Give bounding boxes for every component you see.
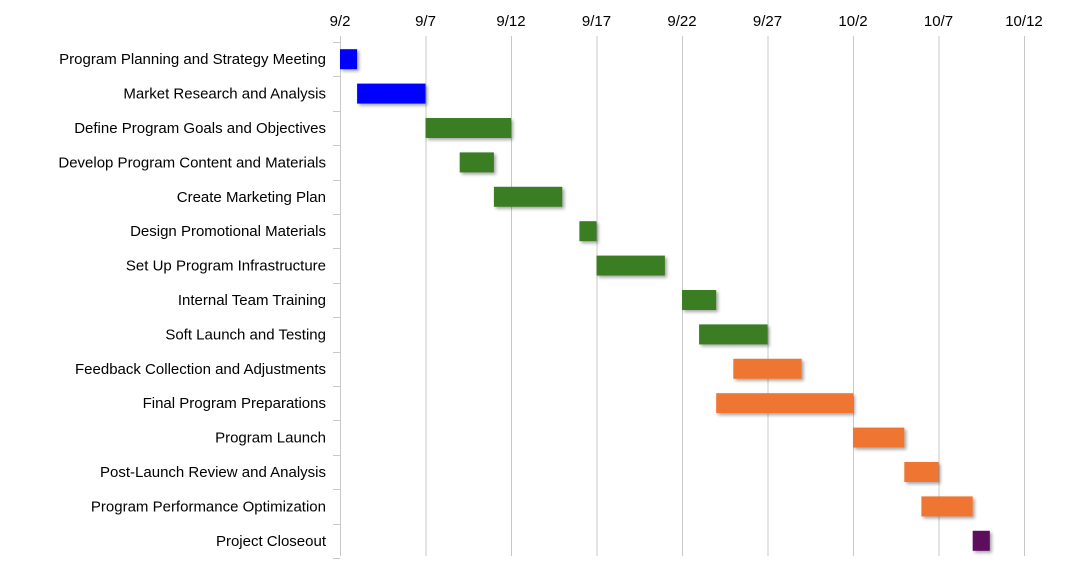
task-label: Define Program Goals and Objectives bbox=[74, 120, 326, 137]
x-tick-label: 10/2 bbox=[838, 13, 867, 30]
task-bar bbox=[716, 393, 853, 414]
task-label: Final Program Preparations bbox=[143, 395, 326, 412]
task-bar bbox=[733, 358, 802, 379]
task-bar bbox=[921, 496, 973, 517]
task-bar bbox=[357, 83, 426, 104]
task-bar bbox=[340, 49, 358, 70]
x-tick-label: 9/17 bbox=[582, 13, 611, 30]
task-label: Post-Launch Review and Analysis bbox=[100, 464, 326, 481]
x-tick-label: 10/12 bbox=[1005, 13, 1043, 30]
x-tick-label: 10/7 bbox=[924, 13, 953, 30]
task-bar bbox=[853, 427, 905, 448]
task-label: Set Up Program Infrastructure bbox=[126, 258, 326, 275]
task-bar bbox=[579, 221, 597, 242]
task-label: Soft Launch and Testing bbox=[165, 326, 326, 343]
task-bar bbox=[596, 255, 665, 276]
task-label: Program Performance Optimization bbox=[91, 498, 326, 515]
task-label: Create Marketing Plan bbox=[177, 189, 326, 206]
task-label: Program Launch bbox=[215, 430, 326, 447]
task-label: Internal Team Training bbox=[178, 292, 326, 309]
task-label: Design Promotional Materials bbox=[130, 223, 326, 240]
x-tick-label: 9/7 bbox=[415, 13, 436, 30]
task-label: Project Closeout bbox=[216, 533, 327, 550]
task-label: Feedback Collection and Adjustments bbox=[75, 361, 326, 378]
x-tick-label: 9/22 bbox=[667, 13, 696, 30]
x-tick-label: 9/2 bbox=[330, 13, 351, 30]
task-bar bbox=[904, 462, 939, 482]
row-separators bbox=[333, 36, 341, 559]
task-bar bbox=[972, 530, 990, 551]
task-bar bbox=[682, 290, 717, 310]
x-tick-label: 9/12 bbox=[496, 13, 525, 30]
task-label: Program Planning and Strategy Meeting bbox=[59, 51, 326, 68]
x-axis-tick-labels: 9/2 9/7 9/12 9/17 9/22 9/27 10/2 10/7 10/12 bbox=[330, 13, 1043, 30]
task-bar bbox=[493, 186, 563, 207]
task-bar bbox=[425, 118, 511, 138]
task-label: Market Research and Analysis bbox=[123, 86, 326, 103]
task-labels: Program Planning and Strategy Meeting Mar… bbox=[58, 51, 326, 550]
task-label: Develop Program Content and Materials bbox=[58, 154, 326, 171]
task-bar bbox=[459, 152, 494, 173]
x-tick-label: 9/27 bbox=[753, 13, 782, 30]
task-bar bbox=[699, 324, 768, 345]
task-bars bbox=[340, 49, 990, 551]
